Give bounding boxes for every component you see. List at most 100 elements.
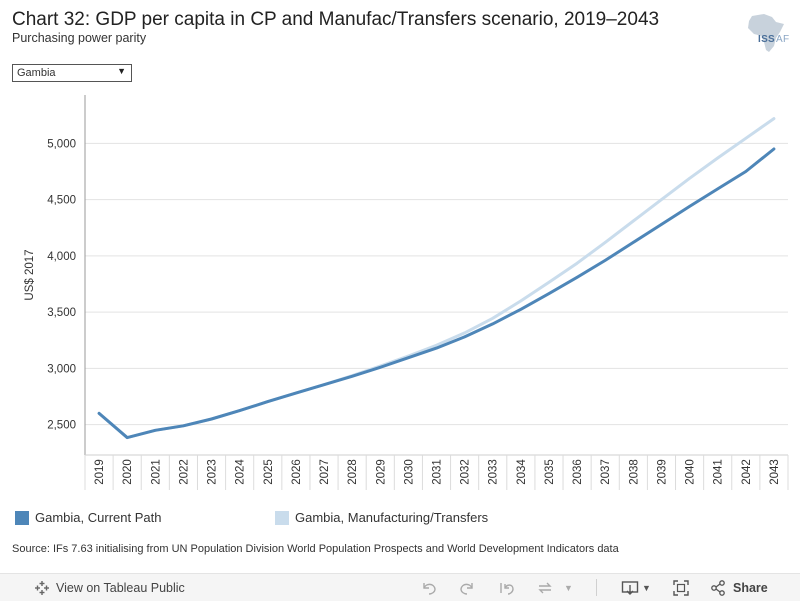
x-tick-label: 2029 bbox=[375, 459, 387, 485]
y-tick-label: 3,500 bbox=[47, 307, 76, 319]
data-point-gambia-manufacturing-transfers[interactable] bbox=[660, 198, 663, 201]
x-tick-label: 2043 bbox=[769, 459, 781, 485]
data-point-gambia-current-path[interactable] bbox=[632, 241, 635, 244]
x-tick-label: 2030 bbox=[403, 459, 415, 485]
chart-title: Chart 32: GDP per capita in CP and Manuf… bbox=[12, 9, 660, 30]
x-tick-label: 2038 bbox=[628, 459, 640, 485]
data-point-gambia-current-path[interactable] bbox=[350, 375, 354, 378]
data-point-gambia-manufacturing-transfers[interactable] bbox=[772, 117, 776, 120]
x-tick-label: 2035 bbox=[544, 459, 556, 485]
x-tick-label: 2042 bbox=[741, 459, 753, 485]
data-point-gambia-current-path[interactable] bbox=[604, 259, 607, 262]
legend-swatch-manufacturing-transfers bbox=[275, 510, 289, 525]
data-point-gambia-current-path[interactable] bbox=[125, 436, 129, 439]
data-point-gambia-current-path[interactable] bbox=[210, 417, 213, 421]
data-point-gambia-manufacturing-transfers[interactable] bbox=[688, 177, 691, 180]
data-point-gambia-current-path[interactable] bbox=[547, 292, 551, 295]
data-point-gambia-current-path[interactable] bbox=[463, 335, 466, 339]
y-tick-label: 5,000 bbox=[47, 138, 76, 150]
legend-swatch-current-path bbox=[15, 510, 29, 525]
data-point-gambia-current-path[interactable] bbox=[379, 366, 382, 369]
data-point-gambia-current-path[interactable] bbox=[491, 322, 494, 326]
x-tick-label: 2039 bbox=[656, 459, 668, 485]
fullscreen-button[interactable] bbox=[673, 580, 689, 596]
x-tick-label: 2028 bbox=[347, 459, 359, 485]
x-tick-label: 2023 bbox=[207, 459, 219, 485]
view-on-tableau-public-link[interactable]: View on Tableau Public bbox=[34, 580, 185, 596]
y-tick-label: 2,500 bbox=[47, 420, 76, 432]
legend-item-current-path[interactable]: Gambia, Current Path bbox=[15, 510, 161, 525]
data-point-gambia-manufacturing-transfers[interactable] bbox=[744, 137, 748, 140]
data-point-gambia-current-path[interactable] bbox=[575, 276, 579, 279]
download-icon bbox=[621, 581, 639, 595]
data-point-gambia-manufacturing-transfers[interactable] bbox=[632, 219, 635, 223]
x-tick-label: 2026 bbox=[291, 459, 303, 485]
data-point-gambia-manufacturing-transfers[interactable] bbox=[435, 344, 438, 347]
x-tick-label: 2032 bbox=[460, 459, 472, 485]
x-tick-label: 2037 bbox=[600, 459, 612, 485]
series-lines bbox=[97, 117, 776, 440]
x-tick-labels: 2019 2020 2021 2022 2023 2024 2025 2026 2027 2028… bbox=[84, 455, 789, 490]
data-point-gambia-current-path[interactable] bbox=[182, 424, 185, 427]
undo-button[interactable] bbox=[420, 580, 438, 596]
x-tick-label: 2031 bbox=[432, 459, 444, 485]
revert-icon bbox=[500, 583, 514, 595]
x-tick-label: 2019 bbox=[94, 459, 106, 485]
dropdown-arrow-icon: ▼ bbox=[117, 66, 126, 76]
data-point-gambia-current-path[interactable] bbox=[238, 409, 241, 412]
data-point-gambia-current-path[interactable] bbox=[97, 412, 101, 415]
data-point-gambia-manufacturing-transfers[interactable] bbox=[604, 241, 607, 244]
x-tick-label: 2020 bbox=[122, 459, 134, 485]
y-tick-label: 3,000 bbox=[47, 363, 76, 375]
legend-item-manufacturing-transfers[interactable]: Gambia, Manufacturing/Transfers bbox=[275, 510, 488, 525]
x-tick-label: 2025 bbox=[263, 459, 275, 485]
data-point-gambia-current-path[interactable] bbox=[519, 308, 523, 311]
x-tick-label: 2021 bbox=[150, 459, 162, 485]
share-label: Share bbox=[733, 581, 768, 595]
data-point-gambia-current-path[interactable] bbox=[435, 346, 438, 350]
refresh-dropdown-icon: ▼ bbox=[564, 583, 573, 593]
legend-label-current-path: Gambia, Current Path bbox=[35, 510, 162, 525]
refresh-button[interactable]: ▼ bbox=[536, 580, 573, 596]
refresh-icon bbox=[538, 582, 552, 594]
revert-button[interactable] bbox=[498, 580, 516, 596]
data-point-gambia-manufacturing-transfers[interactable] bbox=[575, 261, 579, 265]
data-point-gambia-current-path[interactable] bbox=[407, 356, 410, 359]
redo-button[interactable] bbox=[458, 580, 476, 596]
download-dropdown-icon: ▼ bbox=[642, 583, 651, 593]
data-point-gambia-manufacturing-transfers[interactable] bbox=[547, 281, 551, 284]
x-tick-label: 2033 bbox=[488, 459, 500, 485]
data-point-gambia-current-path[interactable] bbox=[294, 391, 298, 395]
legend-label-manufacturing-transfers: Gambia, Manufacturing/Transfers bbox=[295, 510, 489, 525]
fullscreen-icon bbox=[673, 580, 689, 596]
y-tick-labels: 2,500 3,000 3,500 4,000 4,500 5,000 bbox=[47, 138, 76, 431]
data-point-gambia-manufacturing-transfers[interactable] bbox=[716, 156, 719, 160]
country-filter-value: Gambia bbox=[17, 67, 56, 79]
view-on-tableau-label: View on Tableau Public bbox=[56, 581, 185, 595]
data-point-gambia-manufacturing-transfers[interactable] bbox=[491, 317, 494, 320]
data-point-gambia-current-path[interactable] bbox=[660, 223, 663, 226]
series-line-gambia-manufacturing-transfers[interactable] bbox=[97, 117, 776, 440]
africa-map-logo-icon bbox=[748, 14, 784, 52]
tableau-icon bbox=[35, 581, 49, 595]
x-tick-label: 2024 bbox=[235, 459, 247, 485]
y-axis-label: US$ 2017 bbox=[24, 249, 36, 300]
share-button[interactable]: Share bbox=[710, 580, 768, 596]
data-point-gambia-current-path[interactable] bbox=[266, 400, 269, 403]
download-button[interactable]: ▼ bbox=[621, 580, 651, 596]
data-point-gambia-current-path[interactable] bbox=[744, 170, 748, 173]
redo-icon bbox=[460, 583, 473, 595]
country-filter-dropdown[interactable]: Gambia ▼ bbox=[12, 64, 132, 82]
data-point-gambia-manufacturing-transfers[interactable] bbox=[519, 299, 523, 303]
data-point-gambia-current-path[interactable] bbox=[772, 147, 776, 151]
data-point-gambia-current-path[interactable] bbox=[322, 383, 326, 386]
y-tick-label: 4,500 bbox=[47, 195, 76, 207]
x-tick-label: 2022 bbox=[178, 459, 190, 485]
data-point-gambia-manufacturing-transfers[interactable] bbox=[463, 331, 466, 335]
data-point-gambia-current-path[interactable] bbox=[154, 429, 157, 432]
source-note: Source: IFs 7.63 initialising from UN Po… bbox=[12, 543, 619, 555]
data-point-gambia-current-path[interactable] bbox=[688, 205, 691, 208]
x-tick-label: 2027 bbox=[319, 459, 331, 485]
data-point-gambia-current-path[interactable] bbox=[716, 187, 719, 191]
